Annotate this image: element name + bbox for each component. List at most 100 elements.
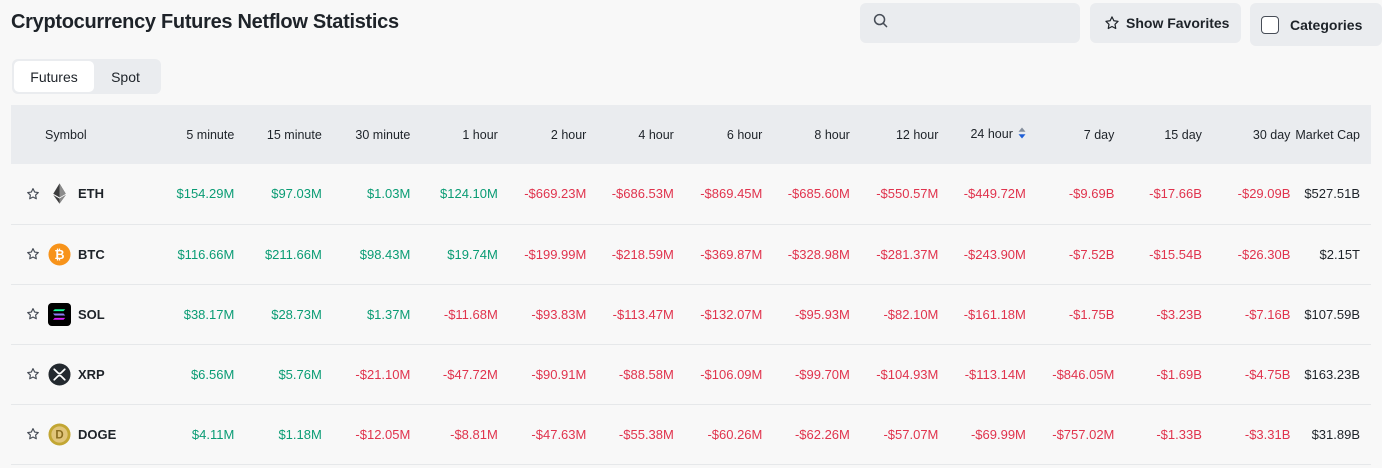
table-row[interactable]: ₿ BTC $116.66M $211.66M $98.43M $19.74M -$199.… bbox=[11, 224, 1371, 284]
favorite-star-icon[interactable] bbox=[26, 307, 40, 321]
cell-1h: -$11.68M bbox=[443, 306, 498, 322]
categories-label: Categories bbox=[1290, 16, 1363, 33]
show-favorites-label: Show Favorites bbox=[1126, 15, 1230, 31]
symbol-wrap: D DOGE bbox=[11, 422, 152, 446]
cell-8h: -$99.70M bbox=[794, 366, 850, 382]
cell-15d: -$1.33B bbox=[1156, 426, 1202, 442]
cell-7d: -$846.05M bbox=[1052, 366, 1115, 382]
symbol-name[interactable]: SOL bbox=[78, 306, 105, 322]
column-header-4h[interactable]: 4 hour bbox=[638, 127, 674, 142]
cell-market-cap: $31.89B bbox=[1311, 426, 1360, 442]
cell-6h: -$60.26M bbox=[707, 426, 763, 442]
cell-15m: $1.18M bbox=[278, 426, 322, 442]
cell-1h: $19.74M bbox=[447, 246, 498, 262]
cell-30m: $1.03M bbox=[366, 186, 411, 202]
cell-7d: -$1.75B bbox=[1068, 306, 1115, 322]
cell-7d: -$7.52B bbox=[1068, 246, 1115, 262]
cell-7d: -$9.69B bbox=[1068, 186, 1115, 202]
symbol-name[interactable]: BTC bbox=[78, 246, 105, 262]
table-row[interactable]: ETH $154.29M $97.03M $1.03M $124.10M -$669.23… bbox=[11, 164, 1371, 224]
column-header-30d[interactable]: 30 day bbox=[1252, 127, 1291, 142]
cell-6h: -$132.07M bbox=[700, 306, 763, 322]
symbol-cell: D DOGE bbox=[11, 404, 152, 464]
cell-5m: $4.11M bbox=[191, 426, 235, 442]
doge-icon: D bbox=[48, 422, 71, 446]
column-header-2h[interactable]: 2 hour bbox=[550, 127, 587, 142]
cell-15d: -$3.23B bbox=[1156, 306, 1202, 322]
favorite-star-icon[interactable] bbox=[26, 367, 40, 381]
favorite-star-icon[interactable] bbox=[26, 187, 40, 201]
cell-market-cap: $2.15T bbox=[1319, 246, 1360, 262]
cell-4h: -$88.58M bbox=[618, 366, 674, 382]
categories-checkbox[interactable] bbox=[1261, 15, 1279, 34]
cell-7d: -$757.02M bbox=[1052, 426, 1115, 442]
cell-market-cap: $527.51B bbox=[1304, 186, 1360, 202]
cell-15d: -$15.54B bbox=[1149, 246, 1202, 262]
sort-icon[interactable] bbox=[1018, 127, 1026, 142]
cell-market-cap: $107.59B bbox=[1304, 306, 1360, 322]
cell-24h: -$113.14M bbox=[964, 366, 1026, 382]
table-row[interactable]: D DOGE $4.11M $1.18M -$12.05M -$8.81M -$47.63M… bbox=[11, 404, 1371, 464]
search-input[interactable] bbox=[896, 14, 1070, 32]
column-header-15m[interactable]: 15 minute bbox=[266, 127, 322, 142]
cell-30d: -$3.31B bbox=[1244, 426, 1291, 442]
cell-8h: -$62.26M bbox=[794, 426, 850, 442]
column-header-symbol[interactable]: Symbol bbox=[45, 127, 87, 142]
search-box[interactable] bbox=[860, 3, 1080, 43]
column-header-12h[interactable]: 12 hour bbox=[895, 127, 939, 142]
column-header-8h[interactable]: 8 hour bbox=[814, 127, 850, 142]
cell-5m: $38.17M bbox=[183, 306, 235, 322]
cell-15d: -$1.69B bbox=[1156, 366, 1202, 382]
favorite-star-icon[interactable] bbox=[26, 247, 40, 261]
cell-2h: -$90.91M bbox=[531, 366, 587, 382]
cell-1h: $124.10M bbox=[440, 186, 498, 202]
cell-30d: -$26.30B bbox=[1237, 246, 1291, 262]
column-header-24h[interactable]: 24 hour bbox=[938, 105, 1026, 164]
cell-5m: $116.66M bbox=[177, 246, 235, 262]
cell-8h: -$95.93M bbox=[794, 306, 850, 322]
cell-4h: -$218.59M bbox=[611, 246, 674, 262]
svg-text:D: D bbox=[55, 429, 63, 441]
table-header-row: Symbol 5 minute 15 minute 30 minute 1 ho… bbox=[11, 105, 1371, 164]
column-header-30m[interactable]: 30 minute bbox=[355, 127, 411, 142]
tab-spot[interactable]: Spot bbox=[111, 68, 140, 85]
eth-icon bbox=[48, 182, 71, 205]
cell-30m: -$21.10M bbox=[355, 366, 411, 382]
favorite-star-icon[interactable] bbox=[26, 427, 40, 441]
symbol-cell: ETH bbox=[11, 164, 152, 224]
cell-24h: -$449.72M bbox=[963, 186, 1026, 202]
symbol-name[interactable]: DOGE bbox=[78, 426, 117, 442]
column-header-market-cap[interactable]: Market Cap bbox=[1295, 127, 1360, 142]
svg-text:₿: ₿ bbox=[54, 247, 64, 261]
show-favorites-button[interactable]: Show Favorites bbox=[1090, 3, 1241, 43]
market-tabs: Futures Spot bbox=[12, 59, 161, 94]
column-header-7d[interactable]: 7 day bbox=[1083, 127, 1115, 142]
cell-2h: -$669.23M bbox=[524, 186, 587, 202]
column-header-15d[interactable]: 15 day bbox=[1164, 127, 1202, 142]
table-row[interactable]: SOL $38.17M $28.73M $1.37M -$11.68M -$93.83M -… bbox=[11, 284, 1371, 344]
cell-8h: -$328.98M bbox=[787, 246, 850, 262]
table-row[interactable]: XRP $6.56M $5.76M -$21.10M -$47.72M -$90.91M -… bbox=[11, 344, 1371, 404]
cell-15d: -$17.66B bbox=[1149, 186, 1202, 202]
symbol-cell: XRP bbox=[11, 344, 152, 404]
tab-futures[interactable]: Futures bbox=[14, 61, 94, 92]
cell-1h: -$47.72M bbox=[442, 366, 498, 382]
cell-12h: -$82.10M bbox=[883, 306, 939, 322]
cell-12h: -$281.37M bbox=[876, 246, 939, 262]
cell-4h: -$113.47M bbox=[612, 306, 674, 322]
cell-30m: -$12.05M bbox=[355, 426, 411, 442]
symbol-name[interactable]: XRP bbox=[78, 366, 105, 382]
categories-button[interactable]: Categories bbox=[1250, 3, 1382, 46]
cell-30d: -$7.16B bbox=[1244, 306, 1291, 322]
cell-8h: -$685.60M bbox=[787, 186, 850, 202]
xrp-icon bbox=[48, 362, 71, 386]
search-icon bbox=[873, 13, 888, 33]
cell-6h: -$106.09M bbox=[700, 366, 763, 382]
column-header-1h[interactable]: 1 hour bbox=[462, 127, 498, 142]
symbol-wrap: XRP bbox=[11, 362, 152, 386]
symbol-name[interactable]: ETH bbox=[78, 186, 104, 202]
column-header-6h[interactable]: 6 hour bbox=[726, 127, 763, 142]
cell-5m: $154.29M bbox=[176, 186, 235, 202]
cell-30d: -$29.09B bbox=[1237, 186, 1291, 202]
column-header-5m[interactable]: 5 minute bbox=[186, 127, 235, 142]
